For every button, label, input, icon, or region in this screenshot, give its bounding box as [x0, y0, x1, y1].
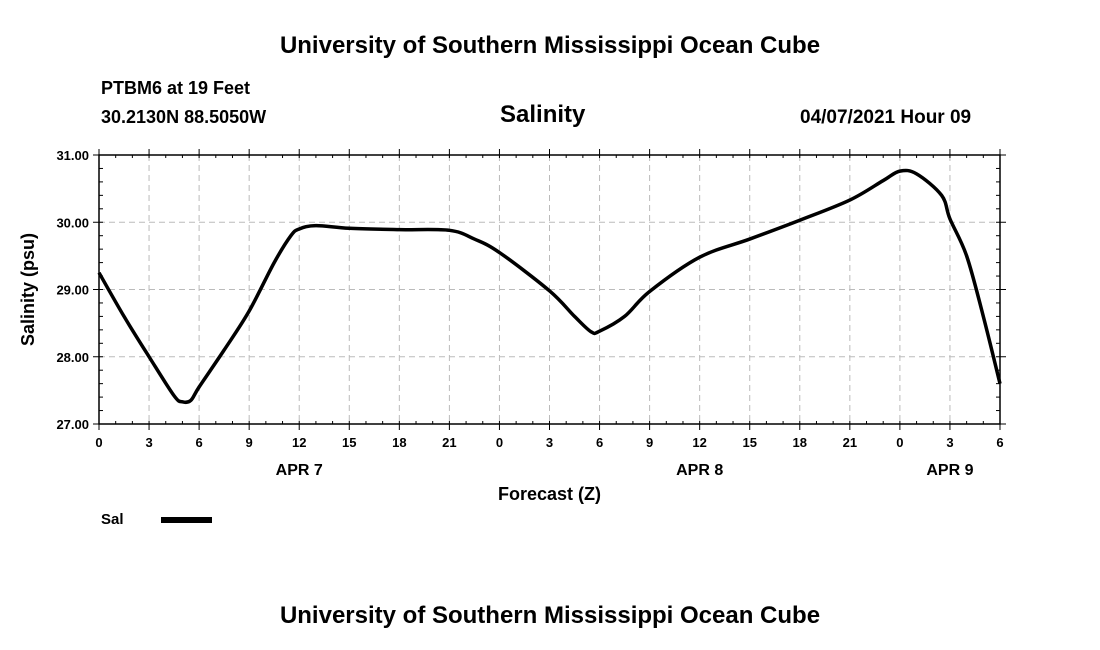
legend-label: Sal [101, 511, 124, 528]
location-label: 30.2130N 88.5050W [101, 107, 267, 127]
station-label: PTBM6 at 19 Feet [101, 78, 251, 98]
x-tick-label: 0 [95, 435, 102, 450]
chart-header-title: University of Southern Mississippi Ocean… [279, 32, 821, 59]
x-tick-label: 0 [496, 435, 503, 450]
y-tick-label: 29.00 [56, 283, 89, 298]
datetime-label: 04/07/2021 Hour 09 [800, 107, 972, 128]
x-tick-label: 3 [145, 435, 152, 450]
x-tick-label: 6 [195, 435, 202, 450]
x-tick-label: 0 [896, 435, 903, 450]
y-tick-label: 31.00 [56, 148, 89, 163]
variable-title: Salinity [500, 101, 586, 128]
x-tick-label: 12 [692, 435, 706, 450]
salinity-series-line [97, 168, 1002, 405]
x-tick-label: 9 [646, 435, 653, 450]
y-tick-label: 28.00 [56, 350, 89, 365]
date-label: APR 7 [276, 462, 323, 479]
x-tick-label: 9 [246, 435, 253, 450]
x-tick-label: 21 [843, 435, 857, 450]
x-tick-label: 6 [596, 435, 603, 450]
y-tick-label: 27.00 [56, 417, 89, 432]
y-tick-label: 30.00 [56, 215, 89, 230]
date-label: APR 8 [676, 462, 723, 479]
legend-line-swatch [161, 517, 212, 523]
x-tick-label: 15 [742, 435, 756, 450]
y-axis-label: Salinity (psu) [18, 233, 38, 346]
x-tick-label: 21 [442, 435, 456, 450]
date-label: APR 9 [926, 462, 973, 479]
x-tick-label: 6 [996, 435, 1003, 450]
x-tick-label: 15 [342, 435, 356, 450]
x-tick-label: 12 [292, 435, 306, 450]
x-tick-label: 18 [392, 435, 406, 450]
x-tick-label: 3 [546, 435, 553, 450]
x-tick-label: 3 [946, 435, 953, 450]
chart-footer-title: University of Southern Mississippi Ocean… [279, 602, 821, 629]
x-axis-label: Forecast (Z) [498, 484, 601, 504]
x-tick-label: 18 [793, 435, 807, 450]
